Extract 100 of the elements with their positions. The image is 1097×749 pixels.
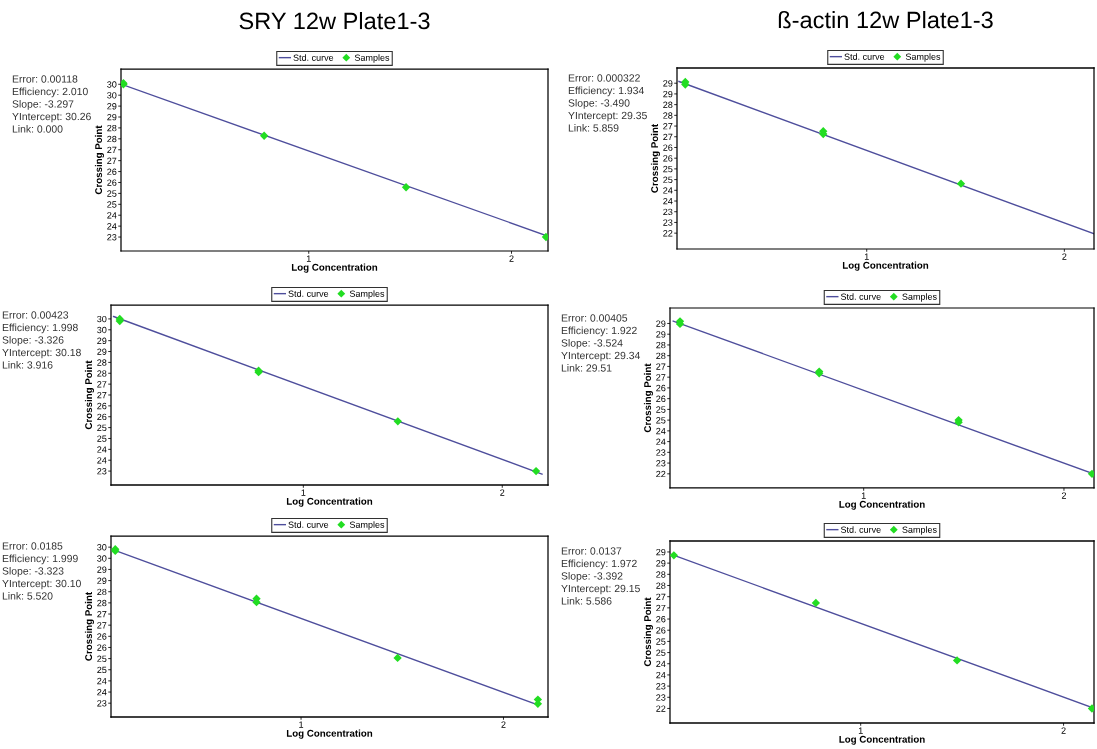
x-axis-title: Log Concentration bbox=[839, 500, 925, 510]
text: Link: 5.859 bbox=[568, 124, 619, 132]
y-tick-label: 26 bbox=[97, 402, 107, 410]
y-tick-label: 26 bbox=[656, 616, 666, 623]
x-tick-label: 1 bbox=[864, 253, 869, 260]
y-tick-label: 30 bbox=[107, 92, 117, 99]
y-tick-label: 27 bbox=[97, 622, 107, 629]
text: Efficiency: 1.972 bbox=[561, 559, 637, 570]
y-tick-label: 27 bbox=[656, 593, 666, 600]
y-tick-label: 30 bbox=[107, 81, 117, 88]
y-tick-label: 24 bbox=[656, 671, 666, 679]
y-tick-label: 30 bbox=[97, 544, 107, 551]
y-tick-label: 28 bbox=[656, 341, 666, 349]
y-tick-label: 23 bbox=[97, 468, 107, 475]
text: Slope: -3.490 bbox=[568, 99, 630, 109]
y-tick-label: 27 bbox=[107, 157, 117, 164]
y-tick-label: 23 bbox=[656, 683, 666, 690]
text: Efficiency: 1.999 bbox=[2, 554, 78, 565]
text: Error: 0.00118 bbox=[12, 75, 78, 83]
legend-label: Std. curve bbox=[288, 521, 329, 528]
x-tick-label: 2 bbox=[1062, 253, 1067, 260]
y-axis-title: Crossing Point bbox=[643, 597, 654, 667]
y-tick-label: 26 bbox=[663, 155, 673, 162]
text: Link: 3.916 bbox=[2, 361, 53, 369]
text: Efficiency: 2.010 bbox=[12, 87, 88, 98]
y-tick-label: 28 bbox=[107, 124, 117, 132]
y-tick-label: 23 bbox=[663, 219, 673, 226]
x-tick-label: 2 bbox=[501, 721, 506, 728]
y-tick-label: 26 bbox=[656, 395, 666, 402]
y-tick-label: 25 bbox=[107, 190, 117, 197]
text: Efficiency: 1.998 bbox=[2, 323, 78, 334]
y-tick-label: 23 bbox=[107, 234, 117, 241]
x-axis-title: Log Concentration bbox=[842, 261, 929, 271]
y-tick-label: 24 bbox=[97, 677, 107, 685]
text: YIntercept: 30.26 bbox=[12, 112, 91, 123]
chart-title: ß-actin 12w Plate1-3 bbox=[778, 11, 993, 29]
y-tick-label: 29 bbox=[97, 566, 107, 573]
text: Error: 0.0185 bbox=[2, 542, 63, 550]
y-tick-label: 29 bbox=[656, 560, 666, 567]
y-tick-label: 28 bbox=[97, 359, 107, 366]
y-tick-label: 23 bbox=[656, 694, 666, 701]
legend-label: Samples bbox=[905, 53, 941, 62]
text: YIntercept: 29.35 bbox=[568, 111, 647, 122]
y-tick-label: 27 bbox=[97, 391, 107, 399]
text: Link: 5.586 bbox=[561, 597, 612, 605]
legend-label: Std. curve bbox=[293, 54, 334, 61]
y-tick-label: 24 bbox=[656, 438, 666, 445]
text: Link: 29.51 bbox=[561, 364, 612, 372]
y-tick-label: 24 bbox=[97, 689, 107, 696]
y-tick-label: 27 bbox=[656, 604, 666, 612]
text: Error: 0.0137 bbox=[561, 547, 622, 555]
x-tick-label: 1 bbox=[301, 489, 306, 496]
text: Link: 5.520 bbox=[2, 592, 53, 600]
legend-label: Samples bbox=[349, 521, 385, 530]
text: Error: 0.000322 bbox=[568, 74, 640, 82]
legend-label: Std. curve bbox=[840, 293, 881, 300]
y-tick-label: 22 bbox=[656, 470, 666, 478]
y-tick-label: 24 bbox=[663, 197, 673, 205]
y-tick-label: 28 bbox=[663, 112, 673, 119]
y-tick-label: 29 bbox=[656, 331, 666, 338]
y-tick-label: 24 bbox=[656, 427, 666, 435]
y-tick-label: 28 bbox=[97, 588, 107, 596]
y-tick-label: 27 bbox=[663, 133, 673, 141]
y-tick-label: 25 bbox=[97, 424, 107, 431]
y-tick-label: 24 bbox=[107, 212, 117, 219]
y-tick-label: 25 bbox=[107, 201, 117, 208]
y-tick-label: 29 bbox=[663, 80, 673, 87]
y-tick-label: 29 bbox=[663, 90, 673, 98]
y-tick-label: 25 bbox=[663, 165, 673, 173]
legend-label: Samples bbox=[902, 293, 937, 302]
y-axis-title: Crossing Point bbox=[643, 363, 654, 433]
legend-label: Samples bbox=[902, 526, 937, 535]
y-tick-label: 29 bbox=[97, 348, 107, 355]
y-tick-label: 22 bbox=[663, 230, 673, 237]
y-tick-label: 28 bbox=[656, 352, 666, 360]
y-tick-label: 30 bbox=[97, 555, 107, 562]
y-tick-label: 29 bbox=[107, 113, 117, 121]
y-tick-label: 27 bbox=[97, 381, 107, 388]
y-tick-label: 28 bbox=[656, 582, 666, 589]
x-tick-label: 2 bbox=[500, 489, 505, 496]
y-tick-label: 24 bbox=[107, 223, 117, 230]
y-tick-label: 24 bbox=[656, 660, 666, 668]
y-tick-label: 25 bbox=[656, 406, 666, 413]
y-tick-label: 27 bbox=[656, 363, 666, 370]
x-tick-label: 2 bbox=[509, 255, 514, 262]
y-tick-label: 25 bbox=[656, 649, 666, 656]
legend-label: Std. curve bbox=[844, 53, 885, 60]
y-tick-label: 23 bbox=[656, 449, 666, 456]
x-axis-title: Log Concentration bbox=[286, 497, 373, 507]
y-tick-label: 26 bbox=[656, 627, 666, 634]
y-tick-label: 29 bbox=[656, 548, 666, 556]
text: Error: 0.00405 bbox=[561, 314, 628, 322]
y-tick-label: 26 bbox=[97, 413, 107, 421]
y-tick-label: 23 bbox=[97, 700, 107, 707]
y-tick-label: 23 bbox=[656, 460, 666, 467]
y-tick-label: 27 bbox=[107, 146, 117, 154]
y-tick-label: 22 bbox=[656, 705, 666, 712]
y-tick-label: 26 bbox=[663, 144, 673, 151]
y-tick-label: 24 bbox=[663, 187, 673, 194]
x-axis-title: Log Concentration bbox=[839, 735, 925, 745]
